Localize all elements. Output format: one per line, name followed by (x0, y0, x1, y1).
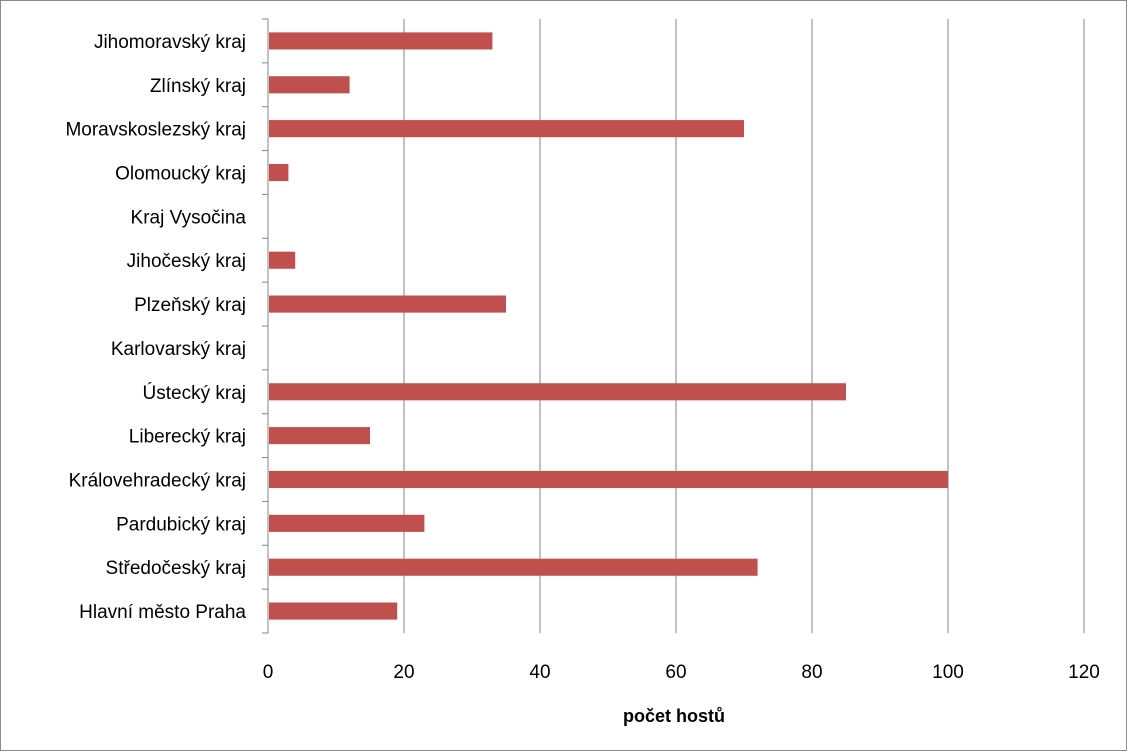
category-label: Jihomoravský kraj (94, 32, 246, 53)
category-label: Hlavní město Praha (79, 602, 246, 623)
category-label: Liberecký kraj (129, 427, 246, 448)
x-tick-label: 100 (932, 662, 964, 683)
category-label: Plzeňský kraj (134, 295, 246, 316)
category-labels: Jihomoravský kraj Zlínský kraj Moravskosle… (65, 32, 246, 623)
category-label: Zlínský kraj (150, 76, 246, 97)
bar (269, 76, 350, 94)
category-label: Pardubický kraj (116, 514, 246, 535)
gridlines (403, 19, 1085, 633)
bar (269, 427, 370, 445)
bars (269, 32, 948, 620)
bar (269, 32, 493, 50)
x-tick-label: 40 (529, 662, 550, 683)
bar (269, 602, 398, 620)
category-label: Středočeský kraj (106, 558, 246, 579)
x-tick-label: 20 (393, 662, 414, 683)
bar (269, 514, 425, 532)
category-label: Karlovarský kraj (111, 339, 246, 360)
category-label: Olomoucký kraj (115, 164, 246, 185)
bar (269, 383, 846, 401)
category-label: Kraj Vysočina (131, 207, 247, 228)
bar (269, 251, 296, 269)
x-tick-label: 120 (1068, 662, 1100, 683)
x-tick-label: 60 (665, 662, 686, 683)
bar (269, 120, 744, 138)
x-tick-label: 0 (263, 662, 274, 683)
category-label: Královehradecký kraj (69, 471, 246, 492)
category-label: Moravskoslezský kraj (65, 120, 246, 141)
bar (269, 470, 948, 489)
category-label: Ústecký kraj (143, 382, 246, 404)
x-tick-label: 80 (801, 662, 822, 683)
bar (269, 163, 289, 182)
bar (269, 558, 758, 576)
bar (269, 295, 506, 313)
category-label: Jihočeský kraj (127, 251, 246, 272)
x-tick-labels: 0 20 40 60 80 100 120 (263, 662, 1100, 683)
x-axis-title: počet hostů (623, 706, 725, 726)
axes (262, 18, 269, 634)
